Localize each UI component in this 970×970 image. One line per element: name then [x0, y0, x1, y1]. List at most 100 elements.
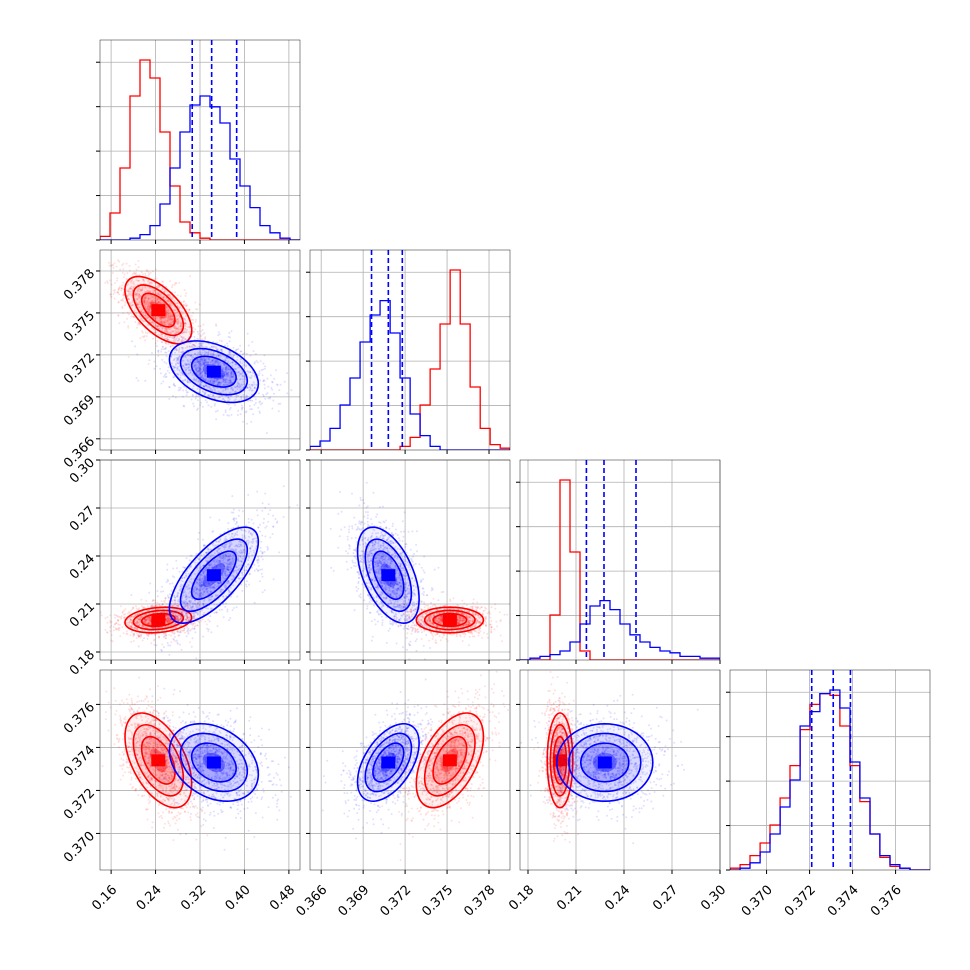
scatter-point: [204, 384, 207, 387]
scatter-point: [144, 295, 147, 298]
scatter-point: [163, 289, 166, 292]
scatter-point: [261, 558, 264, 561]
scatter-point: [161, 329, 164, 332]
scatter-point: [225, 366, 228, 369]
scatter-point: [229, 591, 232, 594]
scatter-point: [148, 623, 151, 626]
scatter-point: [186, 379, 189, 382]
scatter-point: [162, 635, 165, 638]
scatter-point: [203, 361, 206, 364]
scatter-points-blue: [130, 485, 299, 660]
scatter-point: [243, 529, 246, 532]
scatter-point: [228, 545, 231, 548]
scatter-point: [177, 331, 180, 334]
contour-red: [132, 284, 185, 337]
scatter-point: [224, 381, 226, 384]
scatter-point: [221, 369, 224, 372]
scatter-point: [224, 387, 227, 390]
scatter-point: [173, 632, 176, 635]
scatter-point: [201, 358, 204, 361]
scatter-point: [184, 322, 187, 325]
scatter-point: [259, 360, 262, 363]
scatter-point: [165, 321, 168, 323]
scatter-point: [206, 556, 209, 559]
scatter-point: [205, 384, 208, 387]
scatter-point: [137, 622, 140, 625]
scatter-point: [185, 618, 188, 621]
scatter-point: [195, 588, 198, 591]
scatter-point: [138, 288, 141, 291]
scatter-point: [204, 374, 206, 377]
scatter-point: [157, 292, 160, 295]
scatter-point: [164, 327, 167, 330]
scatter-point: [241, 353, 244, 356]
scatter-point: [179, 623, 182, 626]
scatter-point: [155, 605, 158, 608]
scatter-point: [184, 304, 187, 307]
scatter-point: [189, 354, 192, 357]
scatter-point: [271, 380, 274, 383]
scatter-point: [167, 580, 170, 582]
scatter-point: [209, 361, 212, 364]
scatter-point: [185, 394, 188, 397]
scatter-point: [202, 603, 205, 606]
scatter-point: [113, 297, 116, 300]
scatter-point: [175, 615, 178, 618]
scatter-point: [193, 365, 196, 368]
scatter-point: [258, 580, 261, 583]
scatter-point: [203, 358, 206, 361]
scatter-point: [147, 303, 149, 306]
scatter-point: [181, 346, 184, 349]
contour-blue: [179, 347, 249, 396]
scatter-point: [253, 563, 256, 566]
scatter-point: [202, 362, 205, 365]
scatter-point: [161, 345, 164, 348]
scatter-point: [204, 391, 207, 394]
scatter-point: [207, 351, 210, 354]
scatter-point: [197, 599, 200, 602]
scatter-point: [127, 288, 130, 291]
scatter-point: [158, 317, 161, 320]
scatter-point: [172, 344, 175, 347]
scatter-point: [215, 354, 218, 357]
scatter-point: [219, 564, 222, 567]
scatter-point: [160, 321, 163, 324]
scatter-point: [203, 544, 205, 547]
scatter-point: [160, 649, 163, 652]
scatter-point: [184, 369, 187, 372]
scatter-point: [168, 617, 171, 620]
scatter-point: [144, 303, 147, 306]
scatter-point: [144, 631, 147, 634]
scatter-point: [154, 627, 157, 629]
scatter-point: [125, 284, 128, 287]
scatter-point: [168, 633, 171, 636]
scatter-point: [243, 364, 245, 366]
scatter-point: [224, 546, 227, 549]
scatter-point: [132, 640, 135, 643]
scatter-point: [140, 616, 143, 619]
scatter-point: [211, 395, 214, 398]
scatter-point: [193, 364, 196, 367]
scatter-point: [159, 372, 162, 375]
scatter-point: [211, 354, 214, 357]
scatter-point: [209, 379, 212, 382]
scatter-point: [199, 383, 201, 386]
scatter-point: [130, 631, 133, 634]
scatter-point: [219, 562, 222, 565]
scatter-point: [222, 553, 225, 556]
scatter-point: [220, 562, 223, 565]
scatter-point: [148, 616, 151, 619]
scatter-point: [234, 386, 237, 389]
scatter-point: [185, 597, 188, 600]
scatter-point: [203, 359, 206, 362]
scatter-point: [162, 316, 165, 319]
scatter-point: [273, 377, 276, 380]
scatter-point: [110, 264, 113, 267]
scatter-point: [122, 268, 125, 271]
scatter-point: [142, 606, 144, 609]
scatter-point: [157, 608, 160, 611]
scatter-point: [213, 361, 216, 364]
scatter-point: [223, 363, 225, 366]
scatter-point: [181, 350, 184, 353]
scatter-point: [199, 382, 202, 385]
